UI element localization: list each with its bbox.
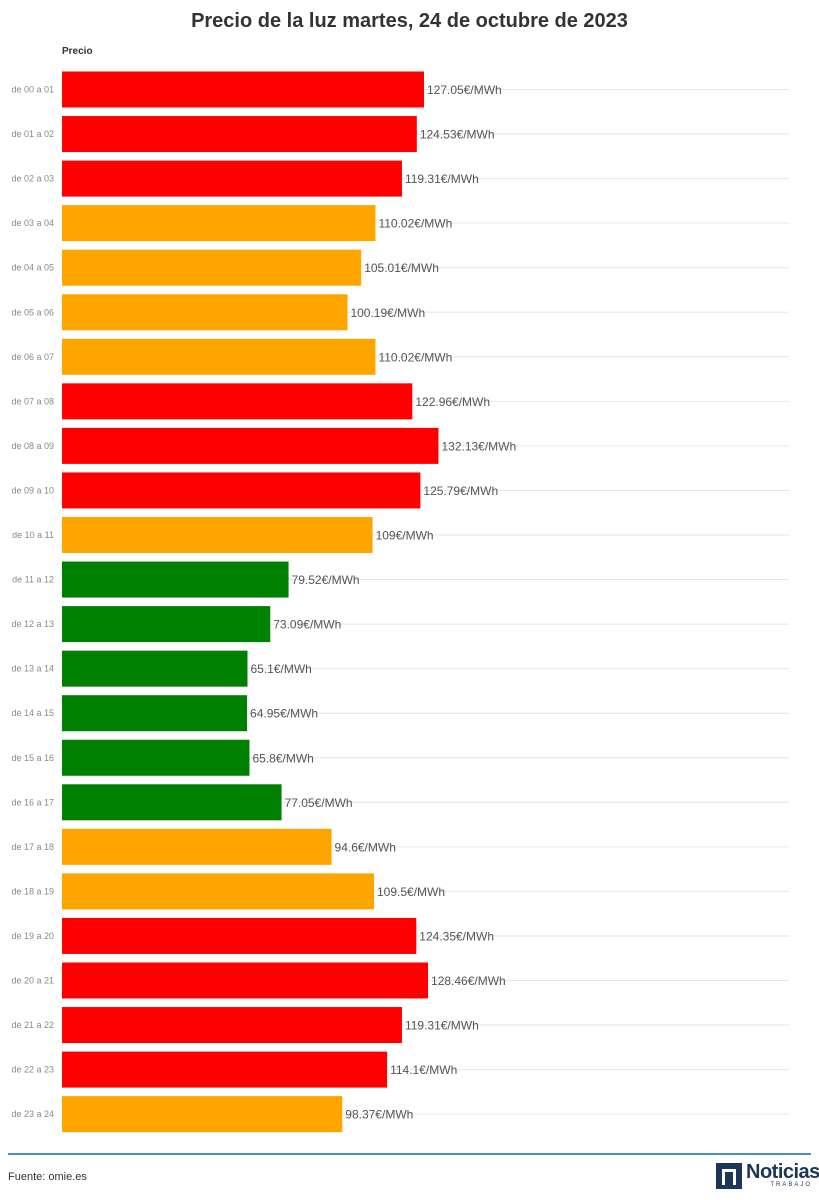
category-label: de 20 a 21: [11, 976, 54, 986]
category-label: de 10 a 11: [12, 530, 54, 540]
category-label: de 09 a 10: [11, 485, 54, 495]
value-label: 64.95€/MWh: [250, 707, 318, 721]
value-label: 110.02€/MWh: [378, 350, 452, 364]
value-label: 132.13€/MWh: [441, 439, 516, 453]
category-label: de 02 a 03: [11, 174, 54, 184]
bar: [62, 739, 250, 776]
value-label: 79.52€/MWh: [292, 573, 360, 587]
value-label: 127.05€/MWh: [427, 83, 502, 97]
bar-chart: de 00 a 01 127.05€/MWh de 01 a 02 124.53€/M…: [11, 71, 789, 1133]
category-label: de 15 a 16: [11, 753, 54, 763]
bar: [62, 650, 248, 687]
bar: [62, 383, 413, 420]
value-label: 77.05€/MWh: [285, 796, 353, 810]
value-label: 105.01€/MWh: [364, 261, 439, 275]
value-label: 100.19€/MWh: [350, 306, 425, 320]
logo-mark-icon: [716, 1163, 742, 1189]
value-label: 114.1€/MWh: [390, 1063, 457, 1077]
value-label: 124.53€/MWh: [420, 128, 495, 142]
category-label: de 14 a 15: [11, 708, 54, 718]
category-label: de 18 a 19: [11, 886, 54, 896]
bar: [62, 917, 417, 954]
column-header: Precio: [62, 46, 93, 57]
category-label: de 01 a 02: [11, 129, 54, 139]
category-label: de 12 a 13: [11, 619, 54, 629]
category-label: de 05 a 06: [11, 307, 54, 317]
category-label: de 11 a 12: [12, 575, 54, 585]
category-label: de 13 a 14: [11, 664, 54, 674]
bar: [62, 873, 374, 910]
value-label: 125.79€/MWh: [423, 484, 498, 498]
bar: [62, 962, 429, 999]
bar: [62, 472, 421, 509]
category-label: de 22 a 23: [11, 1065, 54, 1075]
category-label: de 17 a 18: [11, 842, 54, 852]
value-label: 119.31€/MWh: [405, 1019, 479, 1033]
category-label: de 08 a 09: [11, 441, 54, 451]
value-label: 128.46€/MWh: [431, 974, 506, 988]
value-label: 94.6€/MWh: [335, 840, 396, 854]
bar: [62, 71, 424, 108]
bar: [62, 294, 348, 331]
bar: [62, 160, 402, 197]
value-label: 109€/MWh: [376, 529, 434, 543]
category-label: de 04 a 05: [11, 263, 54, 273]
category-label: de 21 a 22: [11, 1020, 54, 1030]
bar: [62, 338, 376, 375]
bar: [62, 427, 439, 464]
category-label: de 23 a 24: [11, 1109, 54, 1119]
bar: [62, 116, 417, 153]
bar: [62, 1096, 343, 1133]
bar: [62, 517, 373, 553]
chart-title: Precio de la luz martes, 24 de octubre d…: [191, 10, 628, 32]
value-label: 119.31€/MWh: [405, 172, 479, 186]
bar: [62, 1051, 388, 1088]
logo-tagline: TRABAJO: [770, 1182, 812, 1188]
value-label: 110.02€/MWh: [378, 217, 452, 231]
value-label: 122.96€/MWh: [415, 395, 490, 409]
bar: [62, 784, 282, 821]
value-label: 73.09€/MWh: [273, 618, 341, 632]
category-label: de 16 a 17: [11, 797, 54, 807]
bar: [62, 1007, 402, 1044]
value-label: 65.1€/MWh: [250, 662, 311, 676]
category-label: de 03 a 04: [11, 218, 54, 228]
bar: [62, 695, 248, 732]
value-label: 124.35€/MWh: [419, 929, 494, 943]
category-label: de 07 a 08: [11, 396, 54, 406]
category-label: de 00 a 01: [11, 85, 54, 95]
brand-logo: Noticias TRABAJO: [716, 1161, 819, 1189]
category-label: de 19 a 20: [11, 931, 54, 941]
bar: [62, 828, 332, 865]
value-label: 65.8€/MWh: [252, 751, 313, 765]
logo-name: Noticias: [746, 1161, 819, 1183]
bar: [62, 249, 362, 286]
category-label: de 06 a 07: [11, 352, 54, 362]
bar: [62, 606, 271, 643]
source-note: Fuente: omie.es: [8, 1171, 87, 1183]
value-label: 98.37€/MWh: [345, 1108, 413, 1122]
value-label: 109.5€/MWh: [377, 885, 445, 899]
bar: [62, 205, 376, 242]
bar: [62, 561, 289, 598]
footer-divider: [8, 1153, 811, 1155]
